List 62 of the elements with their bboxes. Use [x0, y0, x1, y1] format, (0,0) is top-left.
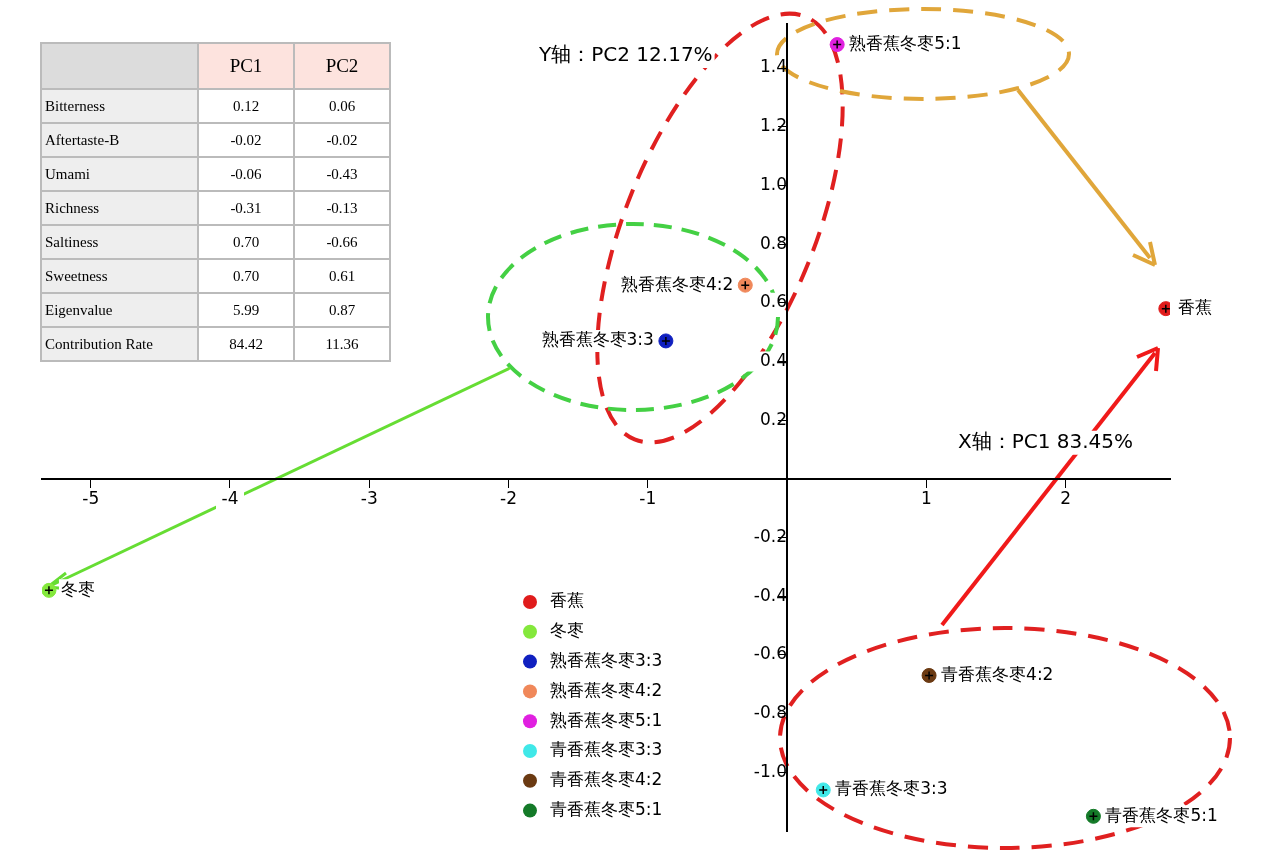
x-tick-label: -4 — [221, 488, 239, 509]
y-tick-label: Umami — [41, 157, 198, 191]
y-tick-label: -0.6 — [753, 643, 788, 664]
x-tick-label: -2 — [500, 488, 517, 509]
text: 青香蕉冬枣5:1 — [1105, 804, 1218, 825]
legend-label: 青香蕉冬枣4:2 — [550, 769, 663, 790]
data-label: -0.13 — [294, 191, 390, 225]
data-label: 11.36 — [294, 327, 390, 361]
data-label: 0.70 — [198, 259, 294, 293]
y-tick-label: Aftertaste-B — [41, 123, 198, 157]
y-tick-label: Bitterness — [41, 89, 198, 123]
y-tick-label: -1.0 — [753, 760, 788, 781]
text: 冬枣 — [60, 578, 95, 599]
y-tick-label: 0.2 — [759, 408, 788, 429]
y-tick-label: -0.8 — [753, 702, 788, 723]
x-tick-label: -3 — [360, 488, 378, 509]
data-label: 0.06 — [294, 89, 390, 123]
data-label: -0.02 — [294, 123, 390, 157]
y-tick-label: Sweetness — [41, 259, 198, 293]
legend-label: 熟香蕉冬枣5:1 — [550, 709, 663, 730]
x-axis-title: X轴：PC1 83.45% — [958, 429, 1134, 454]
text: 青香蕉冬枣4:2 — [941, 663, 1054, 684]
y-tick-label: Eigenvalue — [41, 293, 198, 327]
data-label: 0.12 — [198, 89, 294, 123]
y-tick-label: 0.8 — [759, 232, 788, 253]
legend-label: 冬枣 — [550, 620, 584, 641]
y-tick-label: 1.0 — [759, 173, 788, 194]
x-tick-label: PC2 — [294, 43, 390, 89]
text: 熟香蕉冬枣3:3 — [541, 329, 654, 350]
data-label: 5.99 — [198, 293, 294, 327]
data-label: -0.31 — [198, 191, 294, 225]
text: 青香蕉冬枣3:3 — [835, 778, 948, 799]
legend-label: 青香蕉冬枣5:1 — [550, 799, 663, 820]
data-label: 0.70 — [198, 225, 294, 259]
y-tick-label: 0.6 — [759, 291, 788, 312]
y-tick-label: Richness — [41, 191, 198, 225]
legend-label: 青香蕉冬枣3:3 — [550, 739, 663, 760]
data-label: 0.61 — [294, 259, 390, 293]
data-label: 0.87 — [294, 293, 390, 327]
legend-label: 香蕉 — [550, 590, 584, 611]
y-tick-label: 1.2 — [759, 115, 788, 136]
text: 香蕉 — [1177, 297, 1212, 318]
data-label: -0.06 — [198, 157, 294, 191]
text: 熟香蕉冬枣5:1 — [849, 32, 962, 53]
x-tick-label: PC1 — [198, 43, 294, 89]
x-tick-label: -1 — [639, 488, 657, 509]
legend-label: 熟香蕉冬枣4:2 — [550, 679, 663, 700]
x-tick-label: -5 — [82, 488, 100, 509]
y-tick-label: 0.4 — [759, 349, 788, 370]
data-label: 84.42 — [198, 327, 294, 361]
data-label: -0.43 — [294, 157, 390, 191]
legend-label: 熟香蕉冬枣3:3 — [550, 650, 663, 671]
y-tick-label: Contribution Rate — [41, 327, 198, 361]
x-tick-label: 2 — [1060, 488, 1071, 509]
y-tick-label: -0.4 — [753, 584, 788, 605]
text: 熟香蕉冬枣4:2 — [620, 273, 734, 294]
x-tick-label: 1 — [920, 488, 932, 509]
y-tick-label: Saltiness — [41, 225, 198, 259]
data-label: -0.66 — [294, 225, 390, 259]
data-label: -0.02 — [198, 123, 294, 157]
y-axis-title: Y轴：PC2 12.17% — [538, 42, 713, 67]
y-tick-label: -0.2 — [753, 525, 788, 546]
